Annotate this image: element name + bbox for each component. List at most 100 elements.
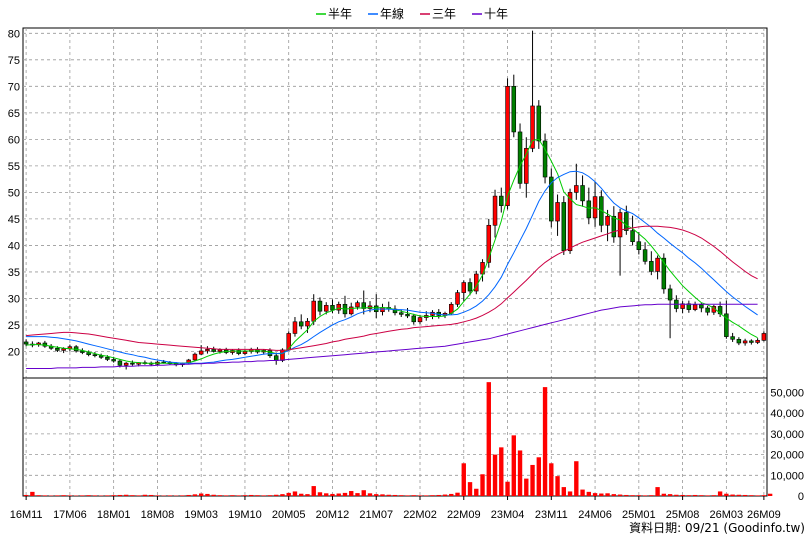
candle-body-down bbox=[361, 302, 366, 309]
volume-bar bbox=[286, 492, 291, 496]
candle bbox=[348, 302, 354, 316]
candle-body-down bbox=[236, 350, 241, 354]
candle-body-up bbox=[505, 86, 510, 206]
volume-bar bbox=[330, 493, 335, 496]
candle-body-down bbox=[724, 313, 729, 337]
volume-tick-label: 40,000 bbox=[770, 408, 804, 420]
volume-bar bbox=[642, 495, 648, 496]
source-label: 資料日期: 09/21 (Goodinfo.tw) bbox=[629, 521, 805, 535]
candle bbox=[499, 187, 504, 213]
volume-bar bbox=[167, 495, 173, 496]
candle bbox=[749, 339, 754, 345]
candle-body-down bbox=[211, 349, 216, 352]
candle-body-up bbox=[455, 292, 460, 305]
volume-bar bbox=[136, 495, 141, 496]
volume-bar bbox=[249, 494, 254, 496]
volume-bar bbox=[123, 494, 129, 496]
volume-bar bbox=[667, 494, 673, 496]
candle-body-up bbox=[692, 304, 698, 310]
candle bbox=[742, 338, 748, 346]
candle bbox=[486, 218, 492, 268]
volume-bar bbox=[424, 495, 429, 496]
candle-body-down bbox=[55, 348, 60, 351]
candle bbox=[724, 300, 729, 339]
candle-body-up bbox=[530, 105, 535, 149]
candle-body-up bbox=[311, 300, 316, 322]
candle bbox=[705, 305, 710, 316]
candle bbox=[630, 215, 635, 246]
candle bbox=[561, 196, 567, 255]
volume-bar bbox=[517, 450, 523, 496]
volume-bar bbox=[399, 495, 404, 496]
volume-bar bbox=[30, 491, 35, 496]
candle bbox=[755, 338, 760, 345]
legend-item: 十年 bbox=[472, 7, 508, 21]
candle bbox=[649, 251, 654, 276]
candle bbox=[530, 30, 535, 153]
price-tick-label: 25 bbox=[8, 320, 20, 332]
volume-bar bbox=[549, 463, 554, 496]
x-tick-label: 26M03 bbox=[710, 509, 744, 521]
candle bbox=[642, 242, 648, 265]
candle bbox=[192, 352, 198, 362]
candle-body-up bbox=[417, 317, 423, 323]
candle-body-down bbox=[399, 312, 404, 315]
candle-body-up bbox=[355, 302, 360, 308]
legend-item: 三年 bbox=[420, 7, 456, 21]
x-tick-label: 21M07 bbox=[359, 509, 393, 521]
volume-bar bbox=[198, 493, 204, 496]
volume-bar bbox=[580, 489, 585, 496]
candle bbox=[505, 78, 510, 210]
volume-bar bbox=[467, 482, 473, 496]
candle-body-up bbox=[192, 353, 198, 361]
volume-bar bbox=[486, 382, 491, 496]
candle bbox=[692, 301, 698, 312]
volume-bar bbox=[655, 487, 660, 496]
volume-tick-label: 10,000 bbox=[770, 470, 804, 482]
volume-bar bbox=[449, 493, 454, 496]
candle-body-up bbox=[205, 349, 210, 352]
volume-bar bbox=[511, 435, 516, 496]
volume-bar bbox=[680, 494, 685, 496]
candle-body-up bbox=[292, 321, 298, 334]
volume-bar bbox=[636, 495, 642, 496]
volume-bar bbox=[242, 495, 248, 496]
candle bbox=[86, 350, 91, 357]
candle bbox=[92, 352, 98, 358]
volume-bar bbox=[742, 494, 748, 496]
candle-body-up bbox=[242, 351, 248, 354]
candle-body-up bbox=[323, 305, 329, 312]
volume-bar bbox=[724, 493, 729, 496]
candle bbox=[655, 255, 660, 280]
price-tick-label: 50 bbox=[8, 187, 20, 199]
volume-bar bbox=[217, 495, 223, 496]
candle-body-down bbox=[542, 140, 548, 178]
volume-bar bbox=[305, 494, 310, 496]
candle-body-down bbox=[580, 185, 585, 202]
volume-bar bbox=[292, 491, 298, 496]
volume-bar bbox=[349, 491, 354, 496]
candle-body-down bbox=[499, 195, 504, 206]
candle-body-up bbox=[61, 348, 66, 351]
volume-bar bbox=[755, 495, 760, 496]
x-tick-label: 23M04 bbox=[491, 509, 525, 521]
volume-bar bbox=[692, 494, 698, 496]
volume-bar bbox=[555, 476, 560, 496]
volume-bar bbox=[536, 457, 541, 496]
candle-body-down bbox=[405, 314, 410, 317]
candle bbox=[211, 346, 216, 353]
volume-bar bbox=[155, 495, 160, 496]
volume-tick-label: 20,000 bbox=[770, 450, 804, 462]
candle bbox=[536, 100, 542, 149]
legend-label: 半年 bbox=[328, 7, 352, 21]
legend-label: 三年 bbox=[432, 7, 456, 21]
volume-bar bbox=[524, 478, 529, 496]
candle-body-down bbox=[730, 336, 735, 340]
candle bbox=[605, 209, 610, 242]
candle-body-up bbox=[567, 192, 573, 252]
candle-body-up bbox=[655, 257, 660, 272]
candle-body-down bbox=[117, 360, 123, 366]
x-tick-label: 16M11 bbox=[10, 509, 43, 521]
candle-body-up bbox=[486, 224, 492, 263]
volume-bar bbox=[211, 494, 216, 496]
